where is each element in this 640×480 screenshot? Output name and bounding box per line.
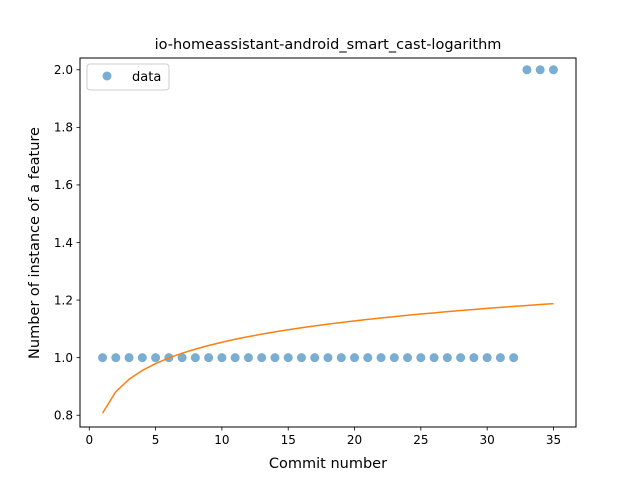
- data-point: [98, 353, 108, 363]
- x-tick-label: 35: [546, 433, 561, 447]
- data-point: [323, 353, 333, 363]
- data-point: [283, 353, 293, 363]
- data-point: [509, 353, 519, 363]
- y-tick-label: 1.8: [54, 121, 73, 135]
- data-point: [376, 353, 386, 363]
- fit-line: [101, 302, 554, 414]
- data-point: [177, 353, 187, 363]
- data-point: [230, 353, 240, 363]
- data-point: [124, 353, 134, 363]
- data-point: [363, 353, 373, 363]
- data-point: [469, 353, 479, 363]
- x-tick-label: 25: [413, 433, 428, 447]
- x-tick-label: 0: [85, 433, 93, 447]
- data-point: [243, 353, 253, 363]
- x-tick-label: 20: [347, 433, 362, 447]
- data-point: [137, 353, 147, 363]
- data-point: [482, 353, 492, 363]
- legend-marker-data: [102, 71, 112, 81]
- legend-box: [86, 63, 170, 91]
- plot-area: [98, 65, 558, 414]
- data-point: [548, 65, 558, 75]
- data-point: [217, 353, 227, 363]
- data-point: [442, 353, 452, 363]
- data-point: [190, 353, 200, 363]
- y-tick-label: 1.6: [54, 178, 73, 192]
- data-point: [389, 353, 399, 363]
- data-point: [416, 353, 426, 363]
- data-point: [296, 353, 306, 363]
- x-tick-label: 5: [152, 433, 160, 447]
- data-point: [257, 353, 267, 363]
- y-tick-label: 1.4: [54, 236, 73, 250]
- data-point: [495, 353, 505, 363]
- data-point: [403, 353, 413, 363]
- legend-label-data: data: [132, 70, 161, 85]
- data-point: [350, 353, 360, 363]
- y-tick-label: 0.8: [54, 409, 73, 423]
- data-point: [204, 353, 214, 363]
- legend: data: [86, 63, 170, 91]
- y-axis-label: Number of instance of a feature: [27, 127, 43, 359]
- data-point: [429, 353, 439, 363]
- y-tick-label: 1.2: [54, 293, 73, 307]
- chart-title: io-homeassistant-android_smart_cast-loga…: [155, 37, 502, 53]
- x-tick-label: 10: [214, 433, 229, 447]
- y-axis: 0.8 1.0 1.2 1.4 1.6 1.8 2.0: [54, 63, 80, 423]
- y-tick-label: 1.0: [54, 351, 73, 365]
- x-tick-label: 30: [480, 433, 495, 447]
- x-axis-label: Commit number: [269, 456, 387, 472]
- x-tick-label: 15: [281, 433, 296, 447]
- data-point: [336, 353, 346, 363]
- data-point: [535, 65, 545, 75]
- data-point: [270, 353, 280, 363]
- data-point: [310, 353, 320, 363]
- x-axis: 0 5 10 15 20 25 30 35: [85, 427, 561, 447]
- y-tick-label: 2.0: [54, 63, 73, 77]
- data-point: [111, 353, 121, 363]
- data-point: [522, 65, 532, 75]
- data-point: [456, 353, 466, 363]
- data-point: [151, 353, 161, 363]
